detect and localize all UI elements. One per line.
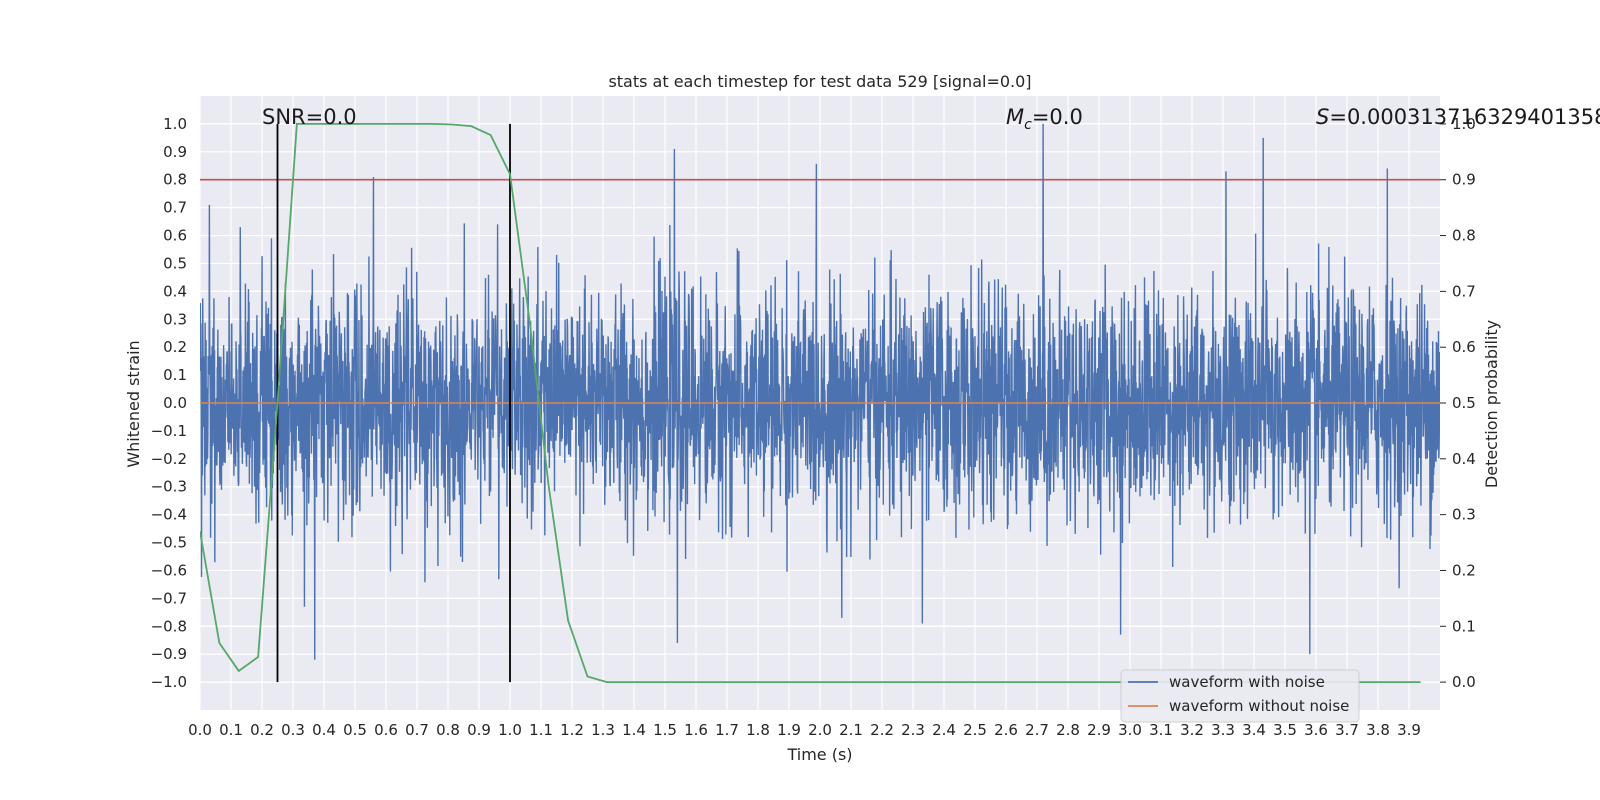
x-tick-label: 0.0 — [188, 721, 212, 739]
s-value: =0.00031371632940135844 — [1329, 105, 1600, 129]
x-tick-label: 2.9 — [1087, 721, 1111, 739]
x-tick-label: 1.7 — [715, 721, 739, 739]
y-right-tick-label: 0.2 — [1452, 561, 1476, 579]
y-axis-right-ticks: 1.0 0.9 0.8 0.7 0.6 0.5 0.4 0.3 0.2 0.1 0.0 — [1440, 115, 1476, 691]
x-tick-label: 0.3 — [281, 721, 305, 739]
y-tick-label: 0.1 — [163, 366, 187, 384]
x-tick-label: 2.6 — [994, 721, 1018, 739]
legend-box — [1120, 669, 1360, 723]
x-tick-label: 3.0 — [1118, 721, 1142, 739]
x-tick-label: 0.9 — [467, 721, 491, 739]
mc-value: =0.0 — [1032, 105, 1083, 129]
y-axis-ticks: 1.0 0.9 0.8 0.7 0.6 0.5 0.4 0.3 0.2 0.1 0.0 −0.1 −0.… — [151, 115, 187, 691]
x-tick-label: 2.2 — [870, 721, 894, 739]
y-tick-label: 0.8 — [163, 171, 187, 189]
y-tick-label: −0.4 — [151, 506, 187, 524]
x-tick-label: 2.4 — [932, 721, 956, 739]
x-tick-label: 0.7 — [405, 721, 429, 739]
series-waveform-with-noise — [200, 123, 1440, 660]
mc-annotation: Mc=0.0 — [1006, 105, 1083, 133]
y-tick-label: −0.6 — [151, 561, 187, 579]
y-tick-label: 0.6 — [163, 227, 187, 245]
mc-symbol: M — [1006, 105, 1024, 129]
y-right-tick-label: 0.9 — [1452, 171, 1476, 189]
snr-annotation: SNR=0.0 — [262, 105, 357, 129]
x-tick-label: 0.6 — [374, 721, 398, 739]
x-tick-label: 3.8 — [1366, 721, 1390, 739]
y-right-tick-label: 0.6 — [1452, 338, 1476, 356]
series-detection-probability — [200, 123, 1421, 683]
s-symbol: S — [1316, 105, 1329, 129]
y-tick-label: 0.7 — [163, 199, 187, 217]
y-tick-label: 0.0 — [163, 394, 187, 412]
y-tick-label: −0.7 — [151, 589, 187, 607]
chart-title: stats at each timestep for test data 529… — [608, 72, 1031, 91]
x-tick-label: 3.5 — [1273, 721, 1297, 739]
x-tick-label: 2.8 — [1056, 721, 1080, 739]
y-tick-label: −0.3 — [151, 478, 187, 496]
y-tick-label: −0.2 — [151, 450, 187, 468]
y-right-tick-label: 0.4 — [1452, 450, 1476, 468]
y-tick-label: 0.4 — [163, 282, 187, 300]
x-tick-label: 2.1 — [839, 721, 863, 739]
x-tick-label: 2.7 — [1025, 721, 1049, 739]
x-tick-label: 0.5 — [343, 721, 367, 739]
y-tick-label: −1.0 — [151, 673, 187, 691]
y-right-tick-label: 1.0 — [1452, 115, 1476, 133]
x-tick-label: 3.9 — [1397, 721, 1421, 739]
x-tick-label: 1.5 — [653, 721, 677, 739]
y-axis-label: Whitened strain — [124, 340, 143, 467]
y-right-tick-label: 0.5 — [1452, 394, 1476, 412]
x-tick-label: 2.0 — [808, 721, 832, 739]
plot-area — [200, 123, 1440, 683]
legend-label-clean: waveform without noise — [1169, 697, 1349, 715]
x-tick-label: 1.1 — [529, 721, 553, 739]
y-right-tick-label: 0.7 — [1452, 282, 1476, 300]
y-tick-label: −0.8 — [151, 617, 187, 635]
y-axis-right-label: Detection probability — [1482, 320, 1501, 488]
x-tick-label: 3.1 — [1149, 721, 1173, 739]
x-tick-label: 1.6 — [684, 721, 708, 739]
y-tick-label: 0.3 — [163, 310, 187, 328]
y-tick-label: −0.9 — [151, 645, 187, 663]
y-tick-label: 0.2 — [163, 338, 187, 356]
y-right-tick-label: 0.1 — [1452, 617, 1476, 635]
x-tick-label: 0.8 — [436, 721, 460, 739]
y-right-tick-label: 0.0 — [1452, 673, 1476, 691]
x-tick-label: 0.2 — [250, 721, 274, 739]
x-axis-label: Time (s) — [786, 745, 852, 764]
y-right-tick-label: 0.3 — [1452, 506, 1476, 524]
y-tick-label: 0.5 — [163, 254, 187, 272]
legend: waveform with noise waveform without noi… — [1120, 669, 1360, 723]
y-tick-label: 0.9 — [163, 143, 187, 161]
x-tick-label: 3.6 — [1304, 721, 1328, 739]
x-tick-label: 1.0 — [498, 721, 522, 739]
x-tick-label: 3.7 — [1335, 721, 1359, 739]
x-tick-label: 3.4 — [1242, 721, 1266, 739]
y-right-tick-label: 0.8 — [1452, 227, 1476, 245]
x-tick-label: 0.4 — [312, 721, 336, 739]
x-tick-label: 1.9 — [777, 721, 801, 739]
x-tick-label: 1.8 — [746, 721, 770, 739]
x-tick-label: 2.3 — [901, 721, 925, 739]
x-axis-ticks: 0.0 0.1 0.2 0.3 0.4 0.5 0.6 0.7 0.8 0.9 1.0 1.1 1.2 1… — [188, 721, 1421, 739]
legend-label-noise: waveform with noise — [1169, 673, 1325, 691]
mc-subscript: c — [1024, 117, 1032, 133]
x-tick-label: 3.2 — [1180, 721, 1204, 739]
x-tick-label: 1.3 — [591, 721, 615, 739]
x-tick-label: 1.4 — [622, 721, 646, 739]
x-tick-label: 1.2 — [560, 721, 584, 739]
s-annotation: S=0.00031371632940135844 — [1316, 105, 1600, 129]
y-tick-label: −0.5 — [151, 534, 187, 552]
x-tick-label: 0.1 — [219, 721, 243, 739]
y-tick-label: −0.1 — [151, 422, 187, 440]
y-tick-label: 1.0 — [163, 115, 187, 133]
x-tick-label: 3.3 — [1211, 721, 1235, 739]
x-tick-label: 2.5 — [963, 721, 987, 739]
